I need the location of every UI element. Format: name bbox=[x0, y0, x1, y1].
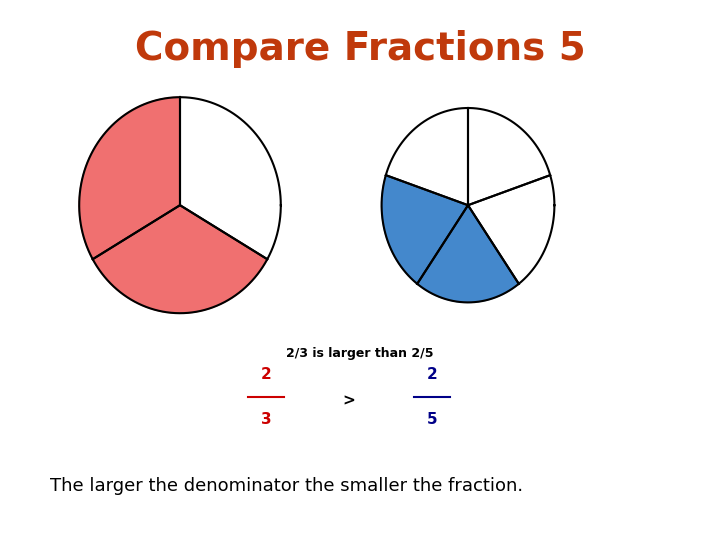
Polygon shape bbox=[417, 205, 519, 302]
Text: The larger the denominator the smaller the fraction.: The larger the denominator the smaller t… bbox=[50, 477, 523, 495]
Text: 2/3 is larger than 2/5: 2/3 is larger than 2/5 bbox=[287, 347, 433, 360]
Polygon shape bbox=[386, 108, 468, 205]
Polygon shape bbox=[79, 97, 180, 259]
Polygon shape bbox=[468, 175, 554, 284]
Text: 5: 5 bbox=[427, 412, 437, 427]
Polygon shape bbox=[180, 97, 281, 259]
Text: 3: 3 bbox=[261, 412, 271, 427]
Text: >: > bbox=[343, 393, 356, 408]
Text: 2: 2 bbox=[261, 367, 271, 382]
Text: Compare Fractions 5: Compare Fractions 5 bbox=[135, 30, 585, 68]
Text: 2: 2 bbox=[427, 367, 437, 382]
Polygon shape bbox=[382, 175, 468, 284]
Polygon shape bbox=[468, 108, 550, 205]
Polygon shape bbox=[93, 205, 267, 313]
